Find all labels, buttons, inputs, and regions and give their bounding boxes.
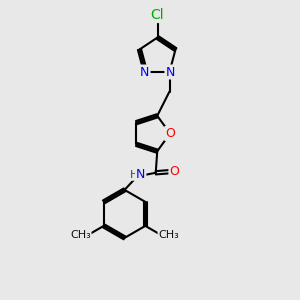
Text: Cl: Cl — [151, 8, 164, 22]
Text: N: N — [136, 168, 146, 182]
Text: CH₃: CH₃ — [158, 230, 179, 240]
Text: H: H — [130, 170, 138, 180]
Text: O: O — [165, 127, 175, 140]
Text: CH₃: CH₃ — [70, 230, 91, 240]
Text: O: O — [169, 165, 179, 178]
Text: N: N — [140, 65, 150, 79]
Text: N: N — [165, 65, 175, 79]
